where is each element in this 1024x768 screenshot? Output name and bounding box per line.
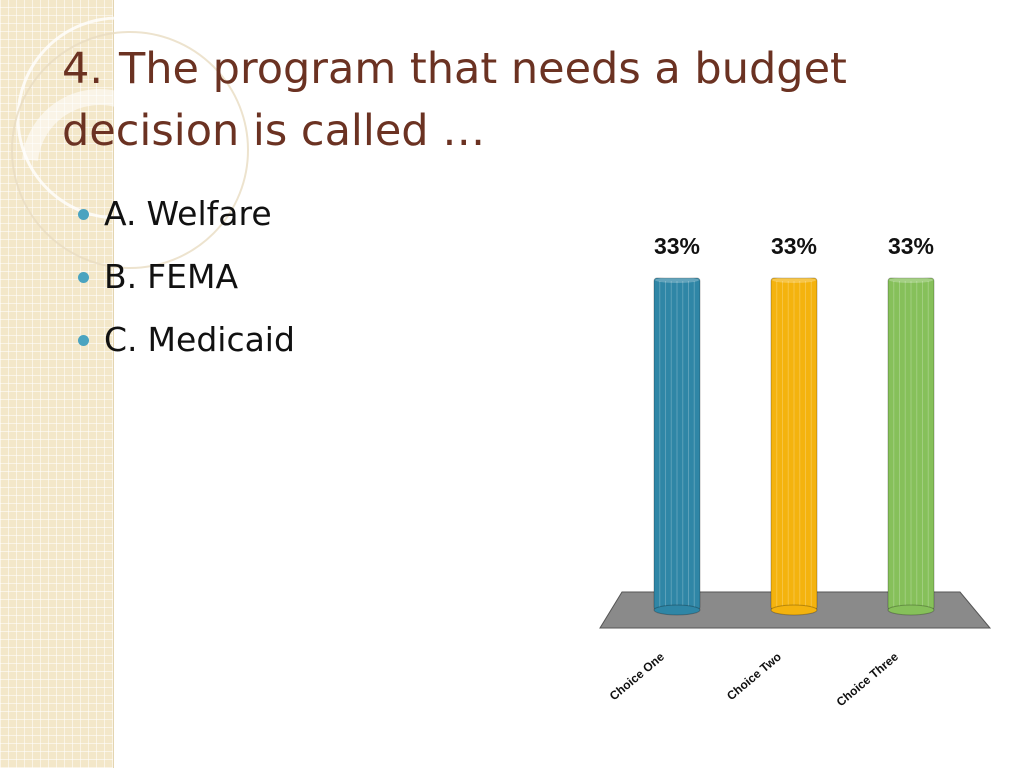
bar-group [653, 277, 701, 616]
bar-top [655, 277, 699, 283]
slide-title: 4. The program that needs a budget decisi… [62, 38, 922, 162]
option-letter: A. [104, 194, 137, 233]
option-letter: C. [104, 320, 138, 359]
option-text: Medicaid [147, 320, 295, 359]
data-label: 33% [654, 233, 700, 259]
bar-top [889, 277, 933, 283]
option-a: A. Welfare [76, 190, 295, 253]
bullet-icon [78, 209, 89, 220]
bullet-icon [78, 272, 89, 283]
bar-base [653, 604, 701, 616]
bar-group [887, 277, 935, 616]
option-b: B. FEMA [76, 253, 295, 316]
poll-bar-chart: 33% Choice One 33% Choice Two 33% Choice Thre… [599, 233, 992, 709]
option-text: FEMA [147, 257, 239, 296]
bullet-icon [78, 335, 89, 346]
category-label: Choice Two [724, 650, 784, 703]
bar-base [770, 604, 818, 616]
option-c: C. Medicaid [76, 316, 295, 379]
bar-top [772, 277, 816, 283]
category-label: Choice One [607, 649, 667, 703]
data-label: 33% [888, 233, 934, 259]
option-letter: B. [104, 257, 138, 296]
answer-options: A. Welfare B. FEMA C. Medicaid [76, 190, 295, 379]
data-label: 33% [771, 233, 817, 259]
option-text: Welfare [146, 194, 272, 233]
bar-group [770, 277, 818, 616]
title-number: 4. [62, 44, 104, 94]
bar-base [887, 604, 935, 616]
category-label: Choice Three [834, 649, 901, 709]
title-text: The program that needs a budget decision… [62, 44, 847, 156]
